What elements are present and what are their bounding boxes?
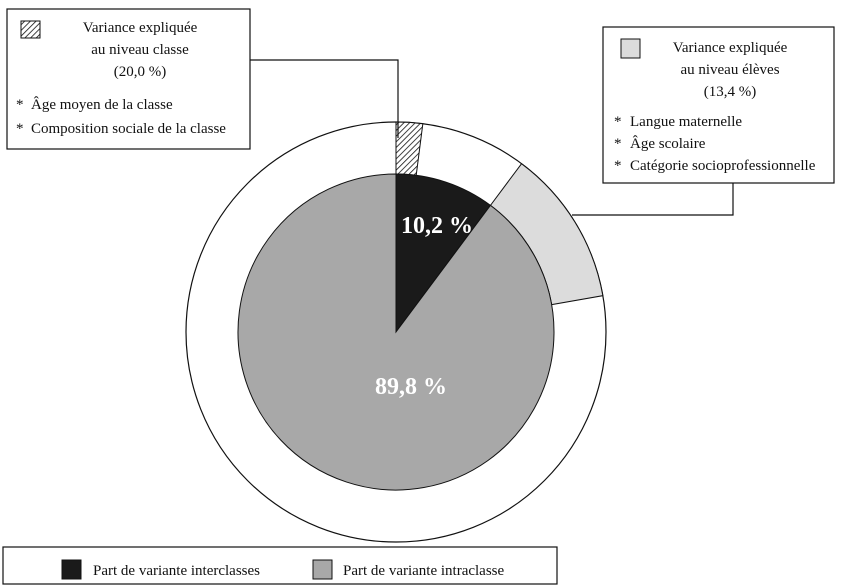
connector-eleves: [572, 183, 734, 216]
connector-classe: [250, 59, 399, 138]
callout-classe-item-1: Âge moyen de la classe: [31, 96, 173, 113]
inner-slice-intraclasse: [237, 173, 555, 491]
callout-classe-item-2: Composition sociale de la classe: [31, 121, 226, 137]
callout-classe-bullet-1: *: [16, 97, 24, 113]
callout-classe: Variance expliquée au niveau classe (20,…: [6, 8, 251, 150]
callout-eleves-title-1: Variance expliquée: [673, 40, 788, 56]
callout-eleves-bullet-2: *: [614, 136, 622, 152]
callout-classe-title-3: (20,0 %): [114, 64, 167, 80]
callout-classe-title-2: au niveau classe: [91, 42, 189, 58]
callout-eleves-title-2: au niveau élèves: [680, 62, 779, 78]
inner-label-interclasses: 10,2 %: [401, 213, 473, 239]
inner-slice-interclasses: [395, 173, 492, 334]
callout-eleves: Variance expliquée au niveau élèves (13,…: [602, 26, 835, 184]
callout-eleves-bullet-3: *: [614, 158, 622, 174]
callout-eleves-item-1: Langue maternelle: [630, 114, 742, 130]
inner-label-intraclasse: 89,8 %: [375, 374, 447, 400]
callout-classe-title-1: Variance expliquée: [83, 20, 198, 36]
legend-label-interclasses: Part de variante interclasses: [93, 563, 260, 579]
hatch-swatch: [20, 20, 41, 39]
callout-classe-bullet-2: *: [16, 121, 24, 137]
gray-swatch: [620, 38, 641, 59]
callout-eleves-bullet-1: *: [614, 114, 622, 130]
legend-label-intraclasse: Part de variante intraclasse: [343, 563, 505, 579]
callout-eleves-item-2: Âge scolaire: [630, 135, 706, 152]
legend-swatch-intraclasse: [312, 559, 333, 580]
callout-eleves-item-3: Catégorie socioprofessionnelle: [630, 158, 816, 174]
legend-swatch-interclasses: [61, 559, 82, 580]
legend: Part de variante interclasses Part de va…: [2, 546, 558, 585]
callout-eleves-title-3: (13,4 %): [704, 84, 757, 100]
